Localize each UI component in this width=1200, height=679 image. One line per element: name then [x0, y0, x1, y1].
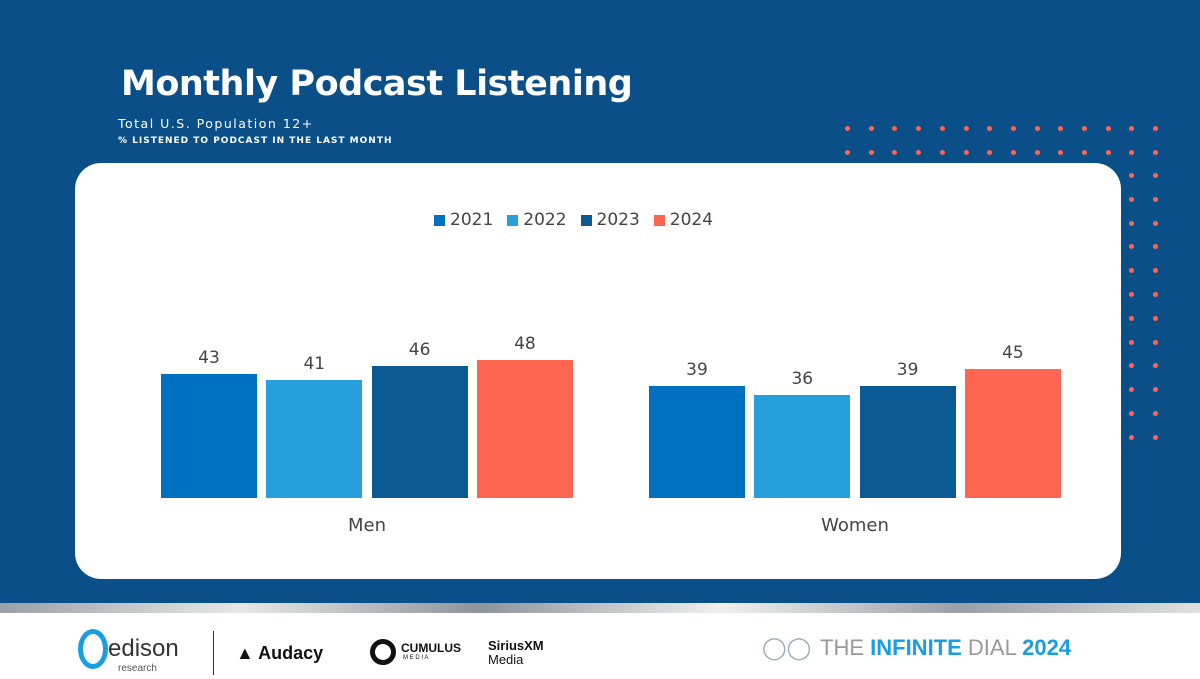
dot: [1034, 126, 1040, 131]
page-title: Monthly Podcast Listening: [121, 64, 633, 104]
data-label: 45: [1002, 342, 1024, 363]
dot: [916, 126, 922, 131]
bar-men-2024: [476, 360, 573, 498]
bar-women-2022: [754, 394, 851, 498]
data-label: 39: [896, 359, 919, 380]
dot: [868, 126, 874, 131]
legend-label: 2021: [450, 210, 494, 230]
logo-divider: [213, 631, 214, 675]
bar-women-2024: [964, 368, 1061, 498]
dot: [1153, 149, 1159, 155]
bar-women-2023: [859, 385, 956, 498]
data-label: 41: [303, 354, 326, 375]
legend-swatch: [507, 214, 519, 226]
bar-men-2021: [161, 374, 257, 498]
dot: [1153, 196, 1158, 202]
dot: [1058, 149, 1064, 155]
cumulus-c-icon: [370, 639, 396, 665]
legend-item: 2021: [434, 210, 493, 230]
dot: [1082, 149, 1087, 155]
dot: [1129, 339, 1134, 345]
dot: [1129, 411, 1134, 416]
dot: [1129, 196, 1134, 202]
dot: [1010, 126, 1016, 131]
dot: [1082, 126, 1087, 131]
dot: [1129, 126, 1135, 131]
dot: [1129, 363, 1134, 369]
legend-item: 2023: [580, 210, 640, 230]
dot: [1153, 411, 1158, 416]
dot: [1129, 315, 1134, 321]
dot: [845, 149, 850, 155]
dot: [1153, 387, 1158, 393]
data-label: 39: [686, 359, 708, 380]
dot: [1129, 149, 1135, 155]
dot: [1129, 173, 1134, 178]
dot: [1105, 126, 1111, 131]
dot: [1153, 173, 1158, 178]
dot: [1153, 244, 1158, 250]
audacy-logo: ▲ Audacy: [236, 643, 324, 663]
legend-swatch: [434, 214, 445, 226]
bar-men-2023: [371, 365, 468, 498]
dot: [1153, 434, 1158, 440]
legend-swatch: [580, 214, 592, 226]
siriusxm-logo: SiriusXM Media: [488, 638, 544, 667]
dot: [1129, 292, 1134, 297]
legend-label: 2024: [669, 210, 714, 230]
legend-item: 2022: [507, 210, 567, 230]
dot: [1105, 149, 1111, 155]
dot: [987, 126, 993, 131]
category-label: Men: [347, 515, 386, 536]
dot: [1034, 149, 1040, 155]
dot: [845, 126, 850, 131]
legend-item: 2024: [653, 210, 714, 230]
dot: [1153, 292, 1158, 297]
legend-label: 2023: [596, 210, 640, 230]
bar-men-2022: [266, 380, 363, 498]
dot: [1153, 268, 1158, 274]
dot: [1058, 126, 1064, 131]
footer-logos: edison research ▲ Audacy CUMULUS M E D I…: [0, 613, 1200, 679]
category-label: Women: [821, 515, 889, 536]
dot: [1129, 220, 1134, 226]
dot: [963, 126, 969, 131]
bar-women-2021: [649, 385, 745, 498]
dot: [868, 149, 874, 155]
dot: [892, 149, 898, 155]
dot: [1153, 315, 1158, 321]
dot: [1153, 339, 1158, 345]
dot: [987, 149, 993, 155]
dot: [1153, 363, 1158, 369]
dot: [939, 149, 945, 155]
data-label: 46: [408, 339, 431, 360]
dot: [1010, 149, 1016, 155]
infinity-icon: ◯◯: [762, 635, 812, 660]
dot: [1129, 434, 1134, 440]
edison-e-icon: [78, 629, 108, 669]
dot: [1153, 220, 1158, 226]
dot: [1129, 244, 1134, 250]
chart-legend: 2021 2022 2023 2024: [434, 210, 713, 230]
measure-note: % LISTENED TO PODCAST IN THE LAST MONTH: [118, 136, 393, 146]
legend-swatch: [653, 214, 665, 226]
data-label: 36: [791, 368, 814, 389]
dot: [1153, 126, 1159, 131]
divider-stripe: [0, 603, 1200, 613]
subtitle: Total U.S. Population 12+: [118, 116, 314, 131]
data-label: 48: [514, 334, 536, 354]
dot: [1129, 387, 1134, 393]
dot: [939, 126, 945, 131]
dot: [1129, 268, 1134, 274]
dot: [916, 149, 922, 155]
chart-card: [75, 163, 1121, 579]
infinite-dial-logo: ◯◯ THE INFINITE DIAL 2024: [762, 635, 1072, 660]
dot: [963, 149, 969, 155]
legend-label: 2022: [523, 210, 567, 230]
data-label: 43: [198, 348, 220, 369]
dot: [892, 126, 898, 131]
edison-logo: edison research: [78, 625, 198, 675]
